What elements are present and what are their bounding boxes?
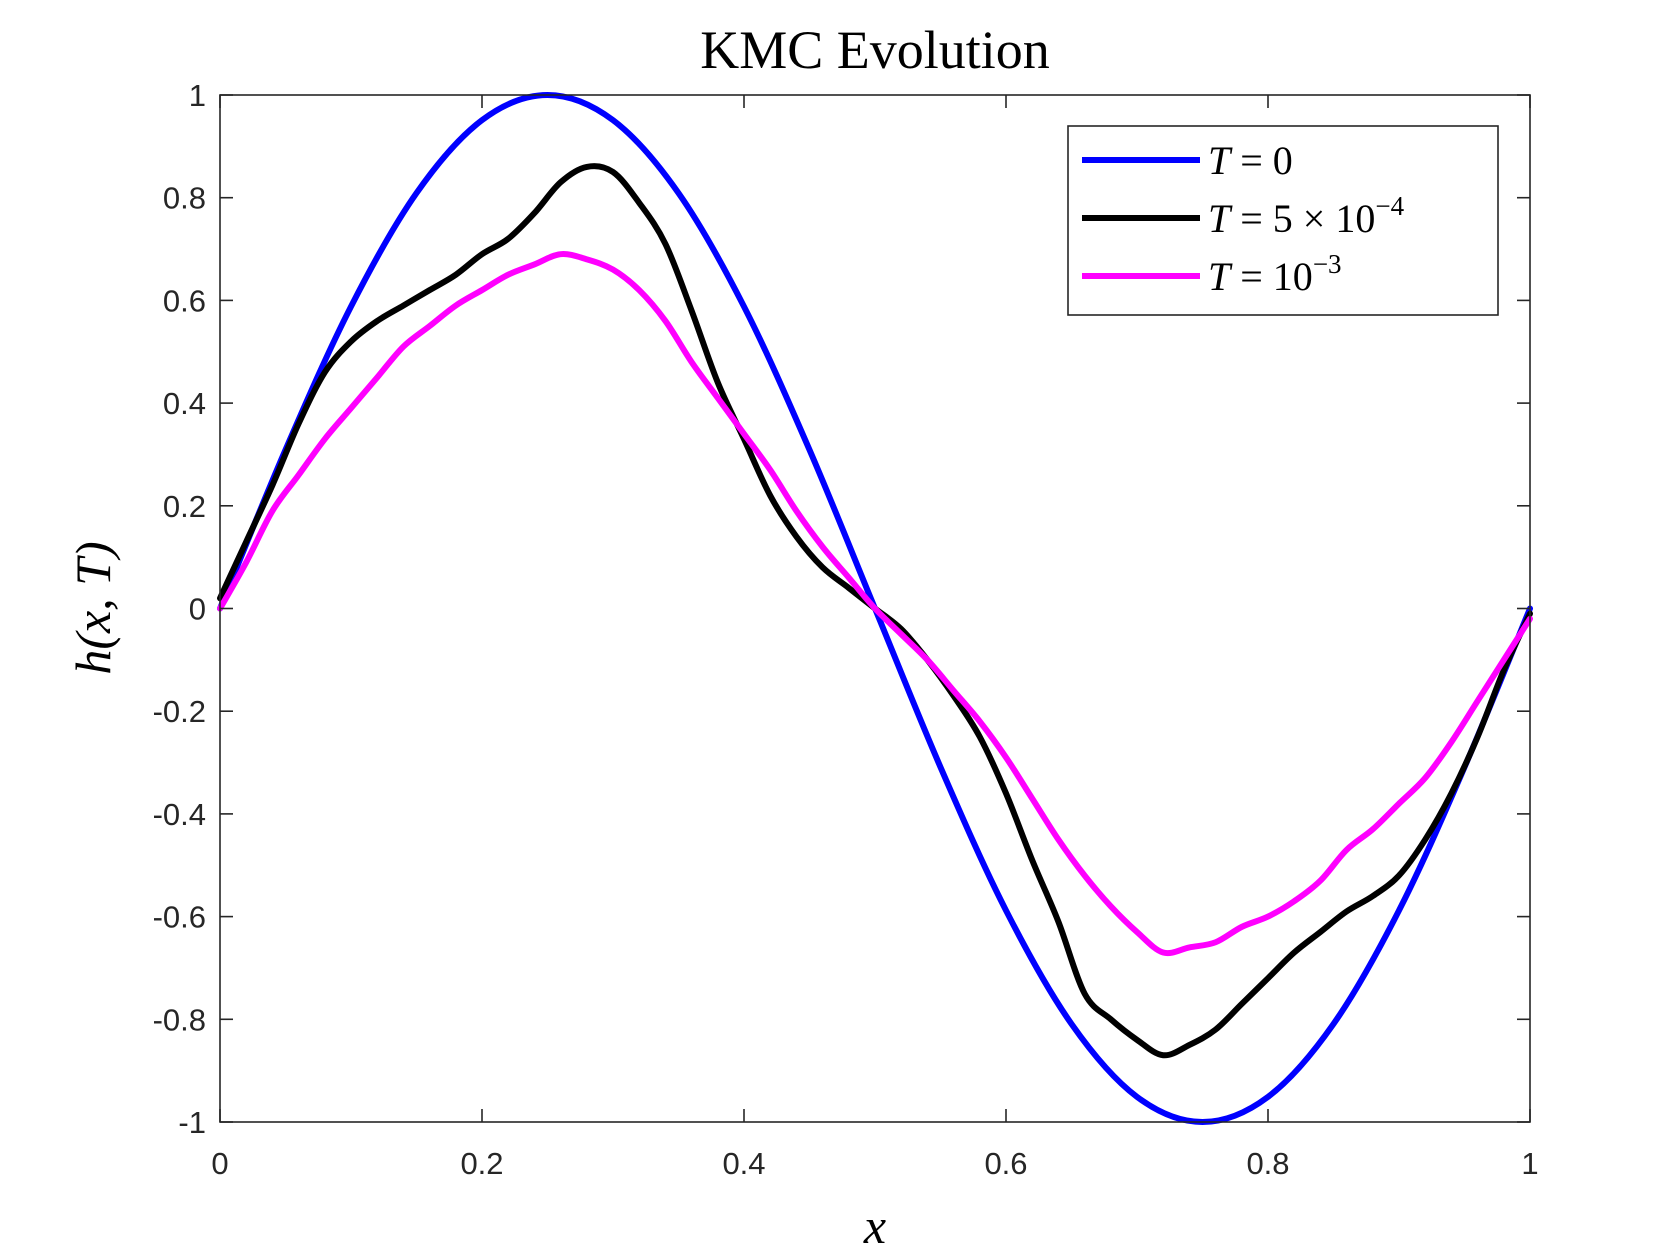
y-tick-label: 0.6 (163, 283, 206, 318)
x-tick-labels: 0 0.2 0.4 0.6 0.8 1 (211, 1146, 1538, 1181)
y-tick-label: -0.8 (153, 1002, 206, 1037)
x-tick-label: 0.8 (1246, 1146, 1289, 1181)
y-tick-label: -0.2 (153, 694, 206, 729)
x-tick-label: 0.6 (984, 1146, 1027, 1181)
y-tick-labels: 1 0.8 0.6 0.4 0.2 0 -0.2 -0.4 -0.6 -0.8 -1 (153, 78, 206, 1140)
legend-entry-1: T = 5 × 10−4 (1208, 191, 1405, 241)
data-series (217, 92, 1533, 1125)
y-tick-label: -0.6 (153, 900, 206, 935)
legend: T = 0 T = 5 × 10−4 T = 10−3 (1067, 125, 1499, 316)
y-tick-label: -1 (178, 1105, 206, 1140)
y-tick-label: 1 (189, 78, 206, 113)
legend-entry-2: T = 10−3 (1208, 249, 1342, 299)
x-tick-label: 0.2 (460, 1146, 503, 1181)
y-tick-label: -0.4 (153, 797, 206, 832)
y-tick-label: 0.2 (163, 489, 206, 524)
y-tick-label: 0.4 (163, 386, 206, 421)
y-axis-label: h(x, T) (65, 541, 121, 674)
x-tick-label: 0 (211, 1146, 228, 1181)
legend-entry-0: T = 0 (1208, 138, 1293, 183)
y-tick-label: 0.8 (163, 181, 206, 216)
x-tick-label: 1 (1521, 1146, 1538, 1181)
x-axis-label: x (863, 1198, 886, 1254)
chart-title: KMC Evolution (700, 20, 1050, 80)
y-tick-label: 0 (189, 592, 206, 627)
axes-box (219, 94, 1531, 1123)
series-line-2 (217, 251, 1533, 957)
x-tick-label: 0.4 (722, 1146, 765, 1181)
